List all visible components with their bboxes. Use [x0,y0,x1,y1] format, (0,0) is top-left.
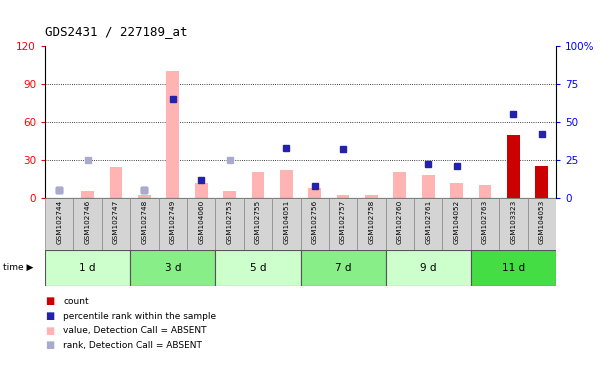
Text: GDS2431 / 227189_at: GDS2431 / 227189_at [45,25,188,38]
Text: percentile rank within the sample: percentile rank within the sample [63,311,216,321]
Text: ■: ■ [45,296,54,306]
Text: ■: ■ [45,311,54,321]
Bar [215,250,300,286]
Text: 11 d: 11 d [502,263,525,273]
Text: GSM102753: GSM102753 [227,200,233,244]
Text: GSM102757: GSM102757 [340,200,346,244]
Bar [300,198,329,250]
Bar [109,167,123,198]
Text: 7 d: 7 d [335,263,352,273]
Text: GSM104053: GSM104053 [538,200,545,244]
Text: count: count [63,297,89,306]
Bar [357,198,386,250]
Bar [223,192,236,198]
Text: GSM102763: GSM102763 [482,200,488,244]
Bar [535,166,548,198]
Text: ■: ■ [45,340,54,350]
Bar [159,198,187,250]
Text: 1 d: 1 d [79,263,96,273]
Text: GSM104052: GSM104052 [454,200,460,244]
Text: rank, Detection Call = ABSENT: rank, Detection Call = ABSENT [63,341,202,350]
Bar [244,198,272,250]
Bar [450,183,463,198]
Bar [478,185,492,198]
Bar [394,172,406,198]
Bar [81,192,94,198]
Text: GSM102758: GSM102758 [368,200,374,244]
Bar [507,134,520,198]
Text: GSM102746: GSM102746 [85,200,91,244]
Text: GSM102744: GSM102744 [56,200,63,244]
Bar [414,198,442,250]
Text: GSM104051: GSM104051 [283,200,289,244]
Bar [138,195,151,198]
Text: GSM102761: GSM102761 [426,200,431,244]
Bar [166,71,179,198]
Bar [308,188,321,198]
Text: 3 d: 3 d [165,263,181,273]
Bar [442,198,471,250]
Text: GSM102755: GSM102755 [255,200,261,244]
Bar [45,250,130,286]
Bar [300,250,386,286]
Bar [195,183,207,198]
Text: GSM102747: GSM102747 [113,200,119,244]
Bar [337,195,349,198]
Bar [45,198,73,250]
Bar [215,198,244,250]
Bar [102,198,130,250]
Bar [272,198,300,250]
Text: GSM104060: GSM104060 [198,200,204,244]
Text: time ▶: time ▶ [3,263,34,272]
Text: GSM102756: GSM102756 [312,200,318,244]
Bar [528,198,556,250]
Bar [422,175,435,198]
Bar [471,250,556,286]
Bar [187,198,215,250]
Bar [499,198,528,250]
Text: GSM102749: GSM102749 [170,200,175,244]
Bar [130,198,159,250]
Text: 5 d: 5 d [249,263,266,273]
Text: 9 d: 9 d [420,263,436,273]
Text: ■: ■ [45,326,54,336]
Bar [73,198,102,250]
Bar [329,198,357,250]
Bar [130,250,215,286]
Bar [386,198,414,250]
Text: GSM102748: GSM102748 [141,200,147,244]
Text: GSM102760: GSM102760 [397,200,403,244]
Text: value, Detection Call = ABSENT: value, Detection Call = ABSENT [63,326,207,335]
Bar [471,198,499,250]
Bar [252,172,264,198]
Bar [386,250,471,286]
Bar [365,195,378,198]
Text: GSM103323: GSM103323 [510,200,516,244]
Bar [280,170,293,198]
